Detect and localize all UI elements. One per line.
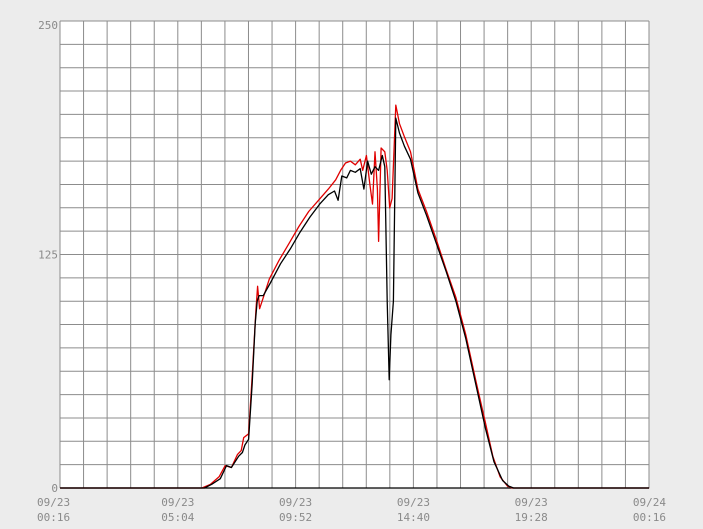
x-tick-time: 09:52: [279, 511, 312, 524]
series-group: [60, 104, 650, 489]
y-tick-labels: 0 125 250: [38, 19, 58, 495]
x-tick-date: 09/23: [279, 496, 312, 509]
x-tick-time: 19:28: [515, 511, 548, 524]
y-tick-label: 250: [38, 19, 58, 32]
y-tick-label: 0: [51, 482, 58, 495]
series-line-2: [60, 117, 650, 489]
x-tick-date: 09/23: [515, 496, 548, 509]
x-tick-time: 00:16: [37, 511, 70, 524]
x-tick-time: 05:04: [161, 511, 194, 524]
x-tick-date: 09/23: [397, 496, 430, 509]
y-tick-label: 125: [38, 249, 58, 262]
grid-lines: [59, 20, 650, 489]
x-tick-time: 00:16: [633, 511, 666, 524]
x-tick-time: 14:40: [397, 511, 430, 524]
x-tick-date: 09/24: [633, 496, 666, 509]
x-tick-labels: 09/23 00:16 09/23 05:04 09/23 09:52 09/23 14:40…: [37, 496, 666, 524]
x-tick-date: 09/23: [161, 496, 194, 509]
x-tick-date: 09/23: [37, 496, 70, 509]
